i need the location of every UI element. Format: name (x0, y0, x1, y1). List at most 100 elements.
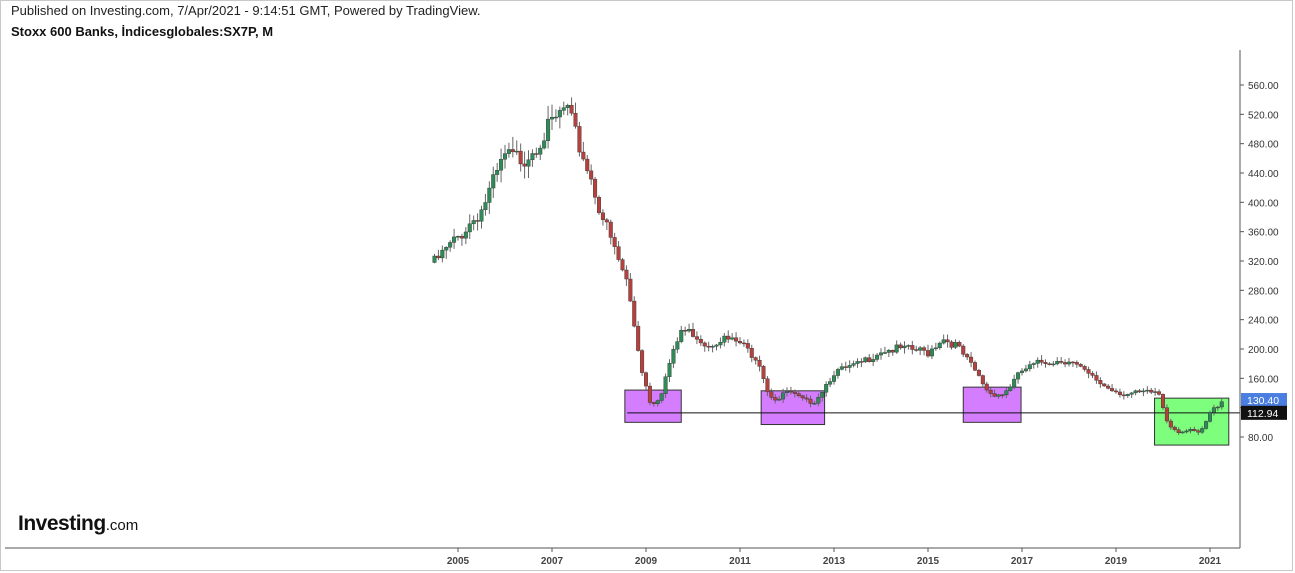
y-tick-label: 320.00 (1248, 257, 1279, 268)
candle-body (565, 105, 570, 108)
reference-price-label-bg (1241, 405, 1287, 420)
candle-body (828, 381, 833, 385)
candle-body (702, 342, 707, 347)
candle-body (440, 249, 445, 259)
candle-body (1192, 429, 1197, 431)
candle-body (851, 363, 856, 366)
candle-body (706, 345, 711, 348)
candle-body (980, 375, 985, 385)
x-axis: 2005 2007 2009 2011 2013 2015 2017 2019 2021 (5, 547, 1240, 567)
candle-body (503, 153, 508, 160)
candle-body (945, 339, 950, 343)
candle-body (655, 400, 660, 404)
candle-body (1160, 394, 1165, 408)
y-tick-label: 480.00 (1248, 140, 1279, 151)
candle-body (432, 255, 437, 263)
candle-body (937, 342, 942, 349)
candle-body (636, 325, 641, 351)
x-tick-label: 2015 (917, 556, 940, 567)
candle-body (679, 330, 684, 342)
candle-body (1168, 420, 1173, 428)
candle-body (632, 300, 637, 327)
candle-body (542, 140, 547, 149)
candle-body (597, 197, 602, 214)
candle-body (855, 361, 860, 364)
candle-body (557, 110, 562, 118)
candle-body (773, 397, 778, 401)
candle-body (804, 397, 809, 400)
candle-body (1176, 429, 1181, 433)
candle-body (824, 384, 829, 393)
candle-body (1063, 362, 1068, 365)
candle-body (785, 390, 790, 393)
candle-body (1153, 391, 1158, 393)
candle-body (1121, 394, 1126, 397)
candle-body (839, 366, 844, 370)
candle-body (487, 187, 492, 203)
candle-body (761, 366, 766, 379)
candle-body (741, 342, 746, 345)
candle-body (600, 212, 605, 220)
x-tick-label: 2005 (447, 556, 470, 567)
candle-body (722, 335, 727, 343)
candles (432, 97, 1224, 436)
candle-body (1082, 366, 1087, 370)
candle-body (479, 209, 484, 222)
candle-body (1098, 380, 1103, 385)
candle-body (1113, 390, 1118, 393)
candle-body (499, 159, 504, 171)
candle-body (1137, 390, 1142, 393)
candle-body (1204, 421, 1209, 429)
candle-body (1110, 388, 1115, 392)
candle-body (953, 342, 958, 348)
candle-body (949, 341, 954, 348)
candle-body (816, 397, 821, 404)
candle-body (918, 347, 923, 351)
candle-body (1164, 407, 1169, 422)
candle-body (863, 357, 868, 363)
candle-body (961, 345, 966, 355)
candle-body (620, 259, 625, 271)
logo-brand: Investing (18, 512, 106, 535)
candle-body (1172, 426, 1177, 430)
candle-body (569, 105, 574, 114)
candle-body (1129, 392, 1134, 395)
x-tick-label: 2007 (541, 556, 564, 567)
y-tick-label: 560.00 (1248, 81, 1279, 92)
candle-body (1004, 390, 1009, 396)
candle-body (1000, 394, 1005, 397)
candle-body (1125, 394, 1130, 396)
candle-body (1215, 406, 1220, 409)
candle-body (1047, 363, 1052, 365)
candle-body (624, 269, 629, 280)
candle-body (973, 362, 978, 371)
chart-title: Stoxx 600 Banks, İndicesglobales:SX7P, M (11, 24, 274, 39)
candle-body (495, 170, 500, 175)
candle-body (910, 345, 915, 350)
candle-body (475, 220, 480, 222)
y-tick-label: 160.00 (1248, 374, 1279, 385)
candle-body (832, 375, 837, 382)
investing-logo[interactable]: Investing.com (18, 512, 138, 536)
candle-body (471, 220, 476, 225)
y-tick-label: 80.00 (1248, 433, 1273, 444)
candle-body (444, 247, 449, 251)
candle-body (1188, 429, 1193, 432)
candle-body (694, 336, 699, 340)
candle-body (875, 354, 880, 360)
candle-body (659, 393, 664, 401)
candle-body (1008, 386, 1013, 391)
candle-body (683, 330, 688, 332)
candle-body (456, 236, 461, 238)
y-tick-label: 360.00 (1248, 228, 1279, 239)
y-tick-label: 240.00 (1248, 316, 1279, 327)
candle-body (1035, 359, 1040, 364)
candle-body (1074, 362, 1079, 365)
candle-body (452, 236, 457, 243)
x-tick-label: 2013 (823, 556, 846, 567)
y-tick-label: 280.00 (1248, 286, 1279, 297)
last-price-label-bg (1241, 393, 1287, 408)
x-tick-label: 2011 (729, 556, 751, 567)
